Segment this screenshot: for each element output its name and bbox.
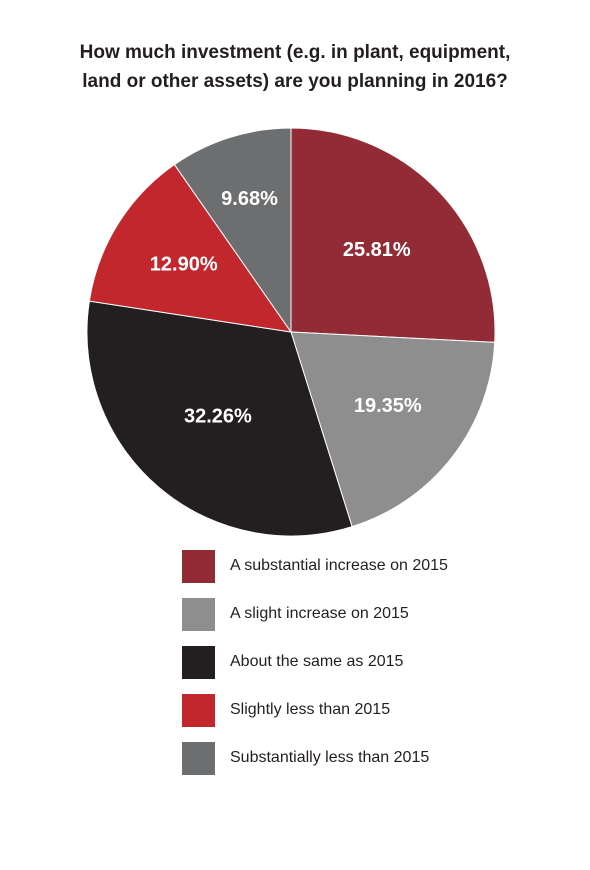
legend-swatch-1: [182, 550, 215, 583]
pie-labels: 25.81% 19.35% 32.26% 12.90% 9.68%: [150, 188, 422, 428]
legend-label-1: A substantial increase on 2015: [230, 557, 448, 574]
legend-label-3: About the same as 2015: [230, 653, 404, 670]
legend-label-5: Substantially less than 2015: [230, 749, 430, 766]
legend-swatch-5: [182, 742, 215, 775]
pie-slice-3: [86, 300, 353, 537]
pie-slice-label-2: 19.35%: [354, 395, 422, 417]
pie-slice-label-3: 32.26%: [184, 405, 252, 427]
legend-label-2: A slight increase on 2015: [230, 605, 409, 622]
pie-slices: [86, 127, 496, 537]
legend-swatch-2: [182, 598, 215, 631]
pie-slice-4: [88, 163, 293, 333]
pie-slice-5: [173, 127, 292, 334]
pie-slice-2: [290, 331, 496, 528]
pie-slice-label-1: 25.81%: [343, 239, 411, 261]
pie-slice-label-4: 12.90%: [150, 253, 218, 275]
chart-title: How much investment (e.g. in plant, equi…: [20, 38, 570, 96]
legend-swatch-3: [182, 646, 215, 679]
pie-slice-1: [290, 127, 496, 343]
pie-slice-label-5: 9.68%: [221, 188, 278, 210]
legend-label-4: Slightly less than 2015: [230, 701, 391, 718]
chart-title-line-1: How much investment (e.g. in plant, equi…: [79, 42, 511, 63]
chart-title-line-2: land or other assets) are you planning i…: [82, 71, 508, 92]
legend-swatch-4: [182, 694, 215, 727]
